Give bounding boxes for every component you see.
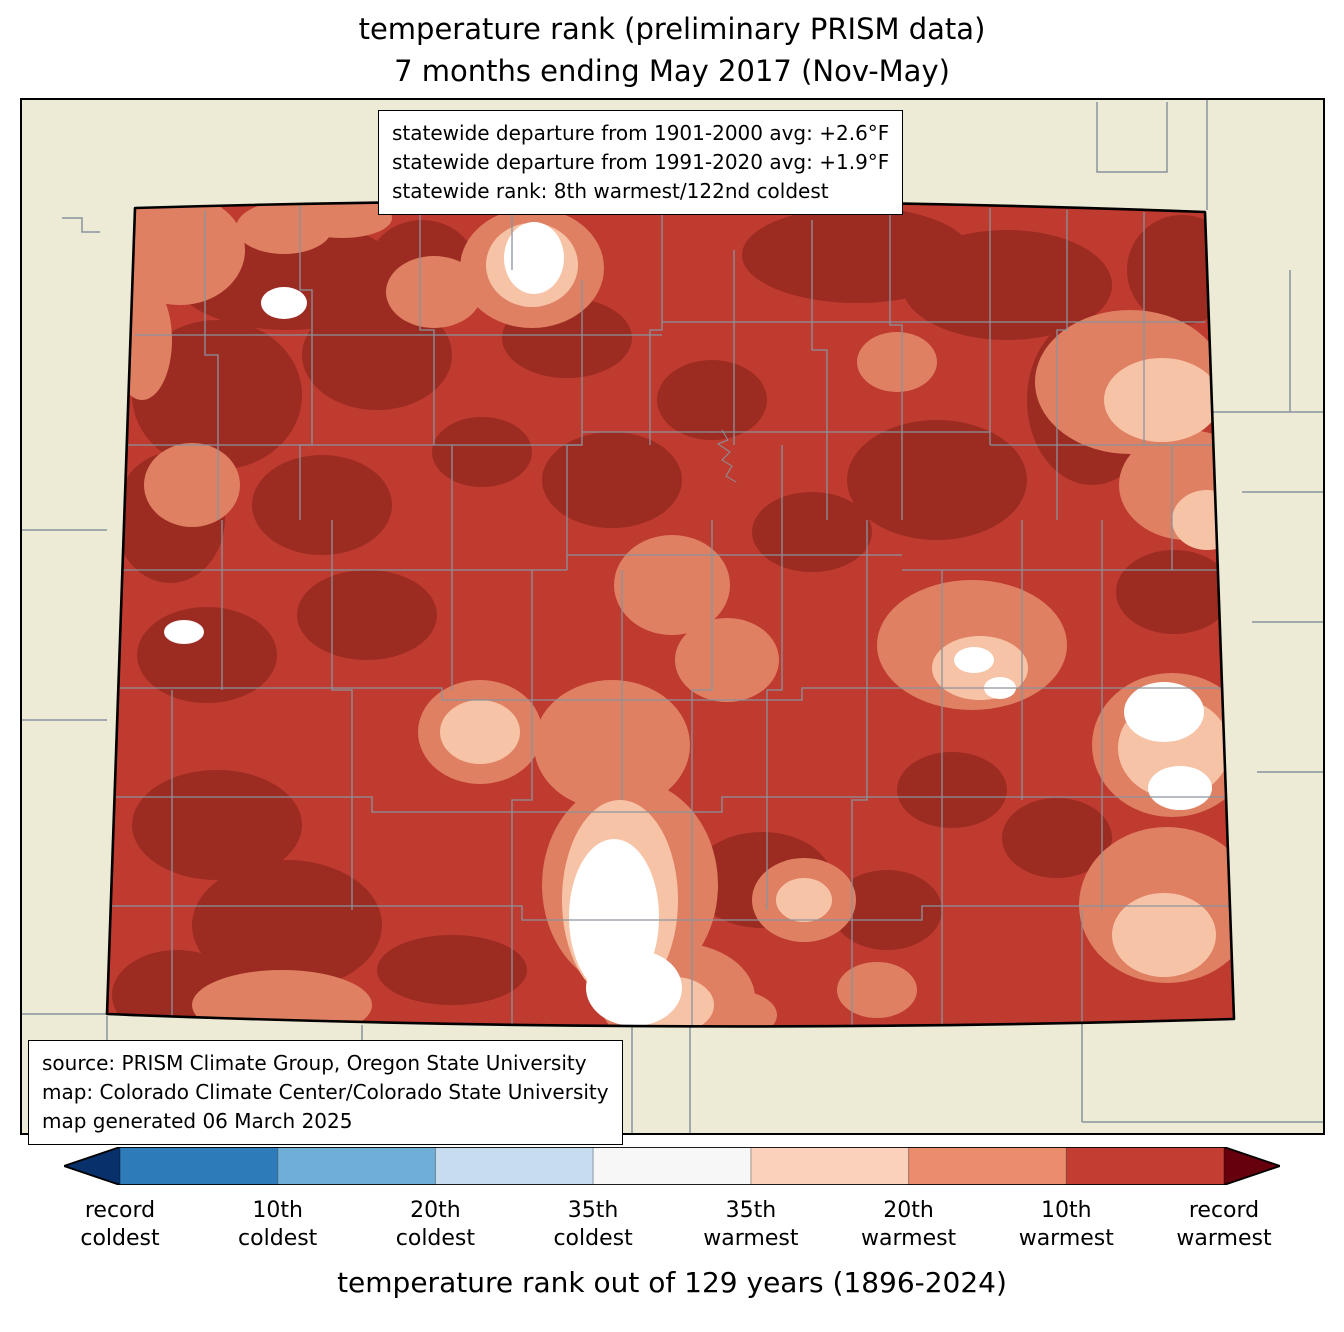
page-title: temperature rank (preliminary PRISM data… [0,8,1344,92]
title-line1: temperature rank (preliminary PRISM data… [358,12,986,46]
stats-line1: statewide departure from 1901-2000 avg: … [392,121,890,145]
colorbar-bin-35th-coldest [435,1147,594,1185]
colorbar [64,1147,1280,1185]
source-line1: source: PRISM Climate Group, Oregon Stat… [42,1051,587,1075]
colorbar-arrow-record-warmest [1224,1147,1280,1185]
stats-line2: statewide departure from 1991-2020 avg: … [392,150,890,174]
tick-line2: warmest [1018,1225,1114,1251]
colorbar-bin-10th-warmest [1066,1147,1225,1185]
tick-line2: coldest [553,1225,633,1251]
tick-35th-coldest: 35th coldest [553,1197,632,1252]
stats-line3: statewide rank: 8th warmest/122nd coldes… [392,179,829,203]
statewide-stats-box: statewide departure from 1901-2000 avg: … [378,110,904,215]
colorbar-bin-dividers [119,1147,1225,1185]
tick-line1: 10th [1041,1198,1092,1223]
tick-line2: coldest [80,1225,160,1251]
colorbar-bin-35th-warmest [750,1147,909,1185]
colorbar-axis-label: temperature rank out of 129 years (1896-… [337,1266,1007,1299]
tick-line1: 35th [567,1198,619,1223]
tick-10th-warmest: 10th warmest [1019,1197,1114,1252]
source-line3: map generated 06 March 2025 [42,1109,353,1133]
tick-35th-warmest: 35th warmest [703,1197,798,1252]
tick-record-coldest: record coldest [80,1197,159,1252]
tick-record-warmest: record warmest [1176,1197,1271,1252]
colorbar-legend: record coldest 10th coldest 20th coldest… [64,1147,1280,1261]
county-boundary-lines [107,200,1232,1027]
river-squiggle [716,429,737,483]
colorbar-bin-20th-warmest [908,1147,1067,1185]
tick-line1: 20th [883,1198,934,1223]
colorbar-bin-20th-coldest [277,1147,436,1185]
title-line2: 7 months ending May 2017 (Nov-May) [394,54,950,89]
colorbar-arrow-record-coldest [64,1147,120,1185]
source-line2: map: Colorado Climate Center/Colorado St… [42,1080,609,1104]
colorbar-bin-10th-coldest [120,1147,278,1185]
tick-line2: warmest [861,1225,957,1251]
colorbar-tick-labels: record coldest 10th coldest 20th coldest… [64,1197,1280,1261]
tick-20th-coldest: 20th coldest [396,1197,475,1252]
tick-line1: record [84,1198,156,1223]
source-credit-box: source: PRISM Climate Group, Oregon Stat… [28,1040,623,1145]
tick-line1: 35th [725,1198,777,1223]
tick-line1: 20th [410,1198,461,1223]
colorado-map-svg [22,100,1323,1133]
colorbar-bin-middle [593,1147,751,1185]
tick-10th-coldest: 10th coldest [238,1197,317,1252]
tick-line2: coldest [238,1225,318,1251]
map-panel [20,98,1325,1135]
median-patches [164,222,1212,1026]
tick-line2: warmest [1176,1225,1272,1251]
tick-line1: record [1188,1198,1260,1223]
tick-line2: warmest [703,1225,799,1251]
tick-line2: coldest [395,1225,476,1251]
tick-20th-warmest: 20th warmest [861,1197,956,1252]
tick-line1: 10th [252,1198,303,1223]
